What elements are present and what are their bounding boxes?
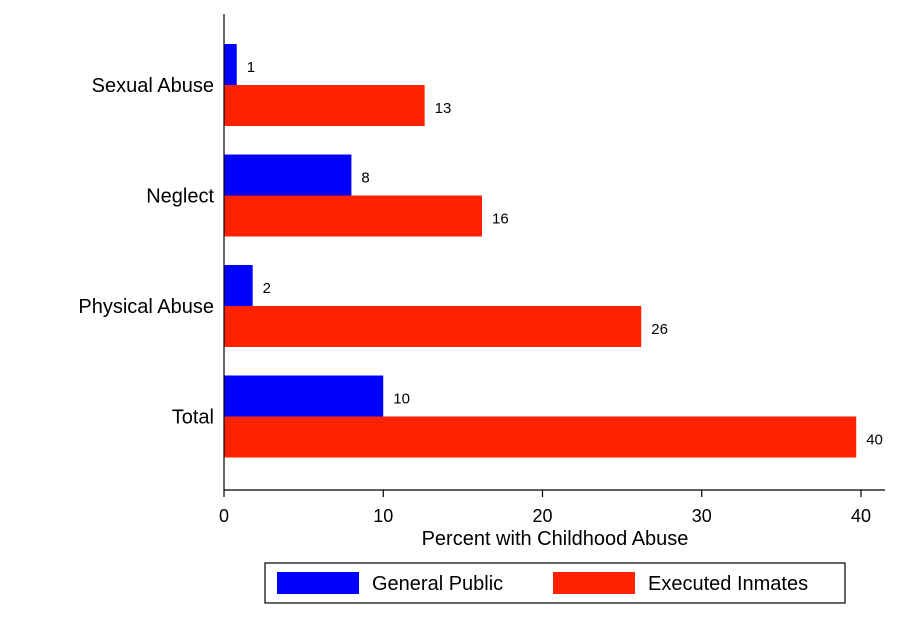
bar-general-public-physical-abuse [224,265,253,306]
category-label-neglect: Neglect [146,186,214,208]
bar-general-public-neglect [224,154,352,196]
data-label-general-public-neglect: 8 [361,170,369,187]
x-tick-label-0: 0 [219,506,229,526]
category-labels-group: Sexual Abuse Neglect Physical Abuse Total [78,75,214,429]
data-label-general-public-sexual-abuse: 1 [247,59,255,76]
legend-label-general-public: General Public [372,573,503,595]
bar-executed-inmates-physical-abuse [224,306,642,347]
bars-group [224,44,857,458]
bar-general-public-sexual-abuse [224,44,237,85]
data-label-general-public-total: 10 [393,391,410,408]
category-label-physical-abuse: Physical Abuse [78,296,214,318]
legend: General Public Executed Inmates [264,562,846,604]
axes-group [223,14,885,491]
data-label-executed-inmates-sexual-abuse: 13 [435,100,452,117]
data-label-executed-inmates-neglect: 16 [492,211,509,228]
x-tick-label-10: 10 [373,506,393,526]
bar-general-public-total [224,375,384,417]
legend-swatch-executed-inmates [553,572,635,594]
x-axis-title: Percent with Childhood Abuse [422,528,689,550]
category-label-total: Total [172,407,214,429]
data-label-general-public-physical-abuse: 2 [263,280,271,297]
bar-executed-inmates-total [224,416,857,458]
x-tick-label-40: 40 [851,506,871,526]
bar-executed-inmates-sexual-abuse [224,85,425,126]
legend-swatch-general-public [277,572,359,594]
data-labels-group: 1 13 8 16 2 26 10 40 [247,59,883,449]
legend-label-executed-inmates: Executed Inmates [648,573,808,595]
category-label-sexual-abuse: Sexual Abuse [92,75,214,97]
data-label-executed-inmates-total: 40 [866,432,883,449]
data-label-executed-inmates-physical-abuse: 26 [651,321,668,338]
x-ticks-group: 0 10 20 30 40 [219,490,871,526]
bar-executed-inmates-neglect [224,195,482,237]
x-tick-label-20: 20 [532,506,552,526]
x-tick-label-30: 30 [692,506,712,526]
